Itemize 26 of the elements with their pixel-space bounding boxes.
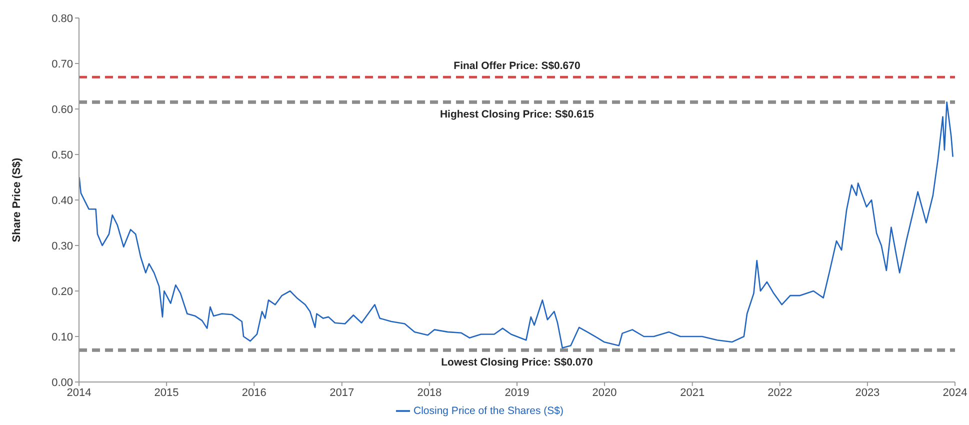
x-tick-label: 2017 xyxy=(330,386,354,399)
x-tick-label: 2016 xyxy=(242,386,266,399)
x-tick-label: 2024 xyxy=(942,386,968,399)
y-tick-label: 0.70 xyxy=(52,58,73,70)
y-tick-label: 0.80 xyxy=(52,12,73,25)
ref-line-label: Lowest Closing Price: S$0.070 xyxy=(441,356,594,369)
x-tick-label: 2023 xyxy=(855,386,880,399)
legend-label: Closing Price of the Shares (S$) xyxy=(414,404,564,417)
y-tick-label: 0.20 xyxy=(52,286,73,298)
x-tick-label: 2021 xyxy=(680,386,705,399)
line-series xyxy=(79,102,954,349)
x-tick-label: 2020 xyxy=(592,386,617,399)
y-tick-label: 0.00 xyxy=(52,376,73,389)
y-tick-label: 0.40 xyxy=(52,194,73,207)
x-tick-label: 2014 xyxy=(66,386,92,399)
ref-line-label: Highest Closing Price: S$0.615 xyxy=(440,108,594,121)
ref-line-label: Final Offer Price: S$0.670 xyxy=(454,60,580,72)
x-tick-label: 2022 xyxy=(768,386,792,399)
x-tick-label: 2018 xyxy=(417,386,442,399)
y-tick-label: 0.50 xyxy=(52,149,73,162)
y-tick-label: 0.10 xyxy=(52,331,73,344)
y-axis-title: Share Price (S$) xyxy=(10,157,23,242)
x-tick-label: 2019 xyxy=(504,386,530,399)
y-tick-label: 0.30 xyxy=(52,240,73,252)
x-tick-label: 2015 xyxy=(154,386,179,399)
y-tick-label: 0.60 xyxy=(52,104,73,116)
